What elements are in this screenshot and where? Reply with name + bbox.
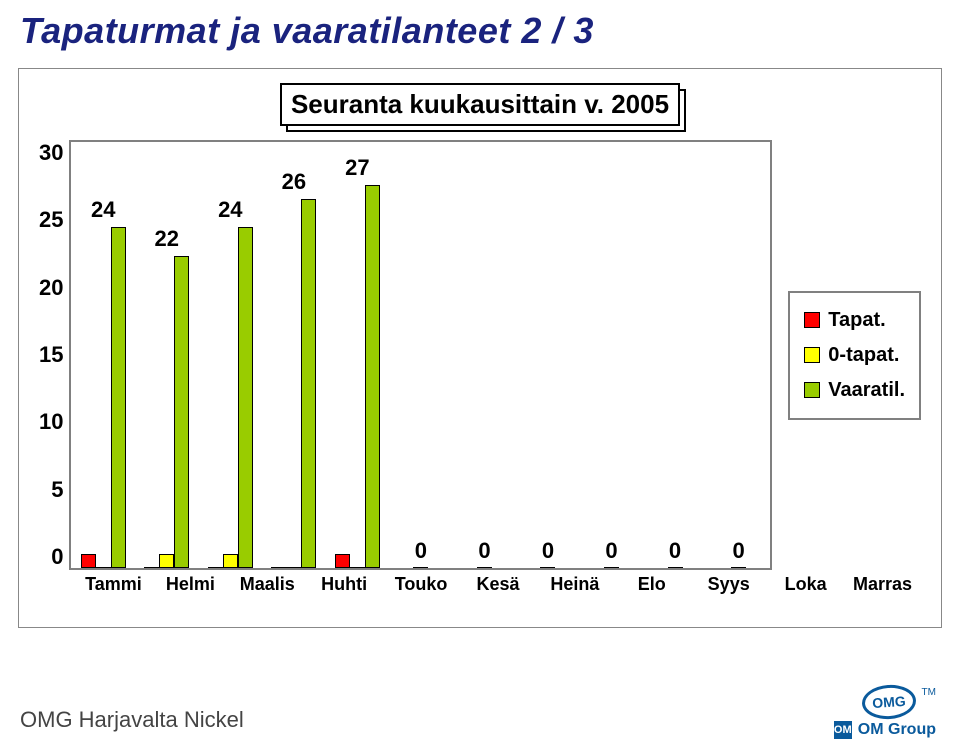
footer-text: OMG Harjavalta Nickel: [20, 707, 244, 733]
bar-value-label: 0: [415, 538, 427, 564]
bar-slot: 0: [643, 142, 707, 568]
bar: [174, 256, 189, 568]
bar-value-label: 0: [605, 538, 617, 564]
bar-slot: 0: [707, 142, 771, 568]
x-label: Maalis: [229, 570, 306, 595]
y-tick: 25: [39, 207, 63, 233]
legend-label: 0-tapat.: [828, 344, 899, 367]
bar-value-label: 0: [669, 538, 681, 564]
logo-tm: TM: [922, 687, 936, 698]
bar: [365, 185, 380, 568]
bar: [301, 199, 316, 568]
x-label: Marras: [844, 570, 921, 595]
plot-area: 24 22 24 26 27 0 0 0 0 0 0: [69, 140, 772, 570]
bars-container: 24 22 24 26 27 0 0 0 0 0 0: [71, 142, 770, 568]
bar-value-label: 26: [282, 169, 306, 195]
bar: [540, 567, 555, 568]
x-label: Tammi: [75, 570, 152, 595]
x-axis-labels: TammiHelmiMaalisHuhtiToukoKesäHeinäEloSy…: [39, 570, 921, 595]
bar-slot: 26: [262, 142, 326, 568]
bar-slot: 24: [199, 142, 263, 568]
bar-slot: 27: [326, 142, 390, 568]
bar-value-label: 24: [91, 197, 115, 223]
bar: [159, 554, 174, 568]
y-tick: 10: [39, 409, 63, 435]
bar: [223, 554, 238, 568]
legend-row: Vaaratil.: [804, 373, 905, 408]
bar: [668, 567, 683, 568]
logo-bottom: OM OM Group: [834, 721, 936, 739]
x-label: Kesä: [460, 570, 537, 595]
bar-value-label: 0: [732, 538, 744, 564]
bar-value-label: 0: [478, 538, 490, 564]
legend: Tapat. 0-tapat. Vaaratil.: [788, 291, 921, 420]
logo-text: OM Group: [858, 721, 936, 739]
legend-row: Tapat.: [804, 303, 905, 338]
subtitle: Seuranta kuukausittain v. 2005: [280, 83, 680, 126]
bar-slot: 0: [580, 142, 644, 568]
bar: [731, 567, 746, 568]
legend-label: Vaaratil.: [828, 379, 905, 402]
bar-value-label: 0: [542, 538, 554, 564]
y-tick: 5: [51, 477, 63, 503]
y-tick: 20: [39, 275, 63, 301]
bar: [81, 554, 96, 568]
x-label: Heinä: [536, 570, 613, 595]
bar: [477, 567, 492, 568]
bar-value-label: 24: [218, 197, 242, 223]
bar-slot: 0: [516, 142, 580, 568]
bar: [286, 567, 301, 568]
logo: OMG TM OM OM Group: [834, 685, 936, 739]
x-label: Elo: [613, 570, 690, 595]
y-tick: 30: [39, 140, 63, 166]
logo-top: OMG TM: [834, 685, 936, 719]
bar: [413, 567, 428, 568]
bar-value-label: 22: [155, 226, 179, 252]
legend-label: Tapat.: [828, 309, 885, 332]
legend-swatch: [804, 312, 820, 328]
x-label: Huhti: [306, 570, 383, 595]
logo-oval: OMG: [860, 683, 916, 721]
bar-value-label: 27: [345, 155, 369, 181]
x-label: Loka: [767, 570, 844, 595]
legend-swatch: [804, 382, 820, 398]
logo-square: OM: [834, 721, 852, 739]
bar: [144, 567, 159, 568]
legend-swatch: [804, 347, 820, 363]
y-tick: 15: [39, 342, 63, 368]
chart-frame: Seuranta kuukausittain v. 2005 30 25 20 15 1…: [18, 68, 942, 628]
y-tick: 0: [51, 544, 63, 570]
bar-slot: 0: [453, 142, 517, 568]
bar: [111, 227, 126, 568]
bar: [208, 567, 223, 568]
x-label: Touko: [383, 570, 460, 595]
legend-row: 0-tapat.: [804, 338, 905, 373]
y-axis: 30 25 20 15 10 5 0: [39, 140, 69, 570]
bar: [604, 567, 619, 568]
bar: [350, 567, 365, 568]
bar-slot: 24: [71, 142, 135, 568]
bar: [335, 554, 350, 568]
x-label: Syys: [690, 570, 767, 595]
bar: [238, 227, 253, 568]
bar: [271, 567, 286, 568]
bar-slot: 22: [135, 142, 199, 568]
page-title: Tapaturmat ja vaaratilanteet 2 / 3: [0, 0, 960, 68]
subtitle-box: Seuranta kuukausittain v. 2005: [280, 83, 680, 126]
bar: [96, 567, 111, 568]
bar-slot: 0: [389, 142, 453, 568]
x-label: Helmi: [152, 570, 229, 595]
chart-row: 30 25 20 15 10 5 0 24 22 24 26 27 0 0 0 0 0 0 Tapat. 0-ta…: [39, 140, 921, 570]
